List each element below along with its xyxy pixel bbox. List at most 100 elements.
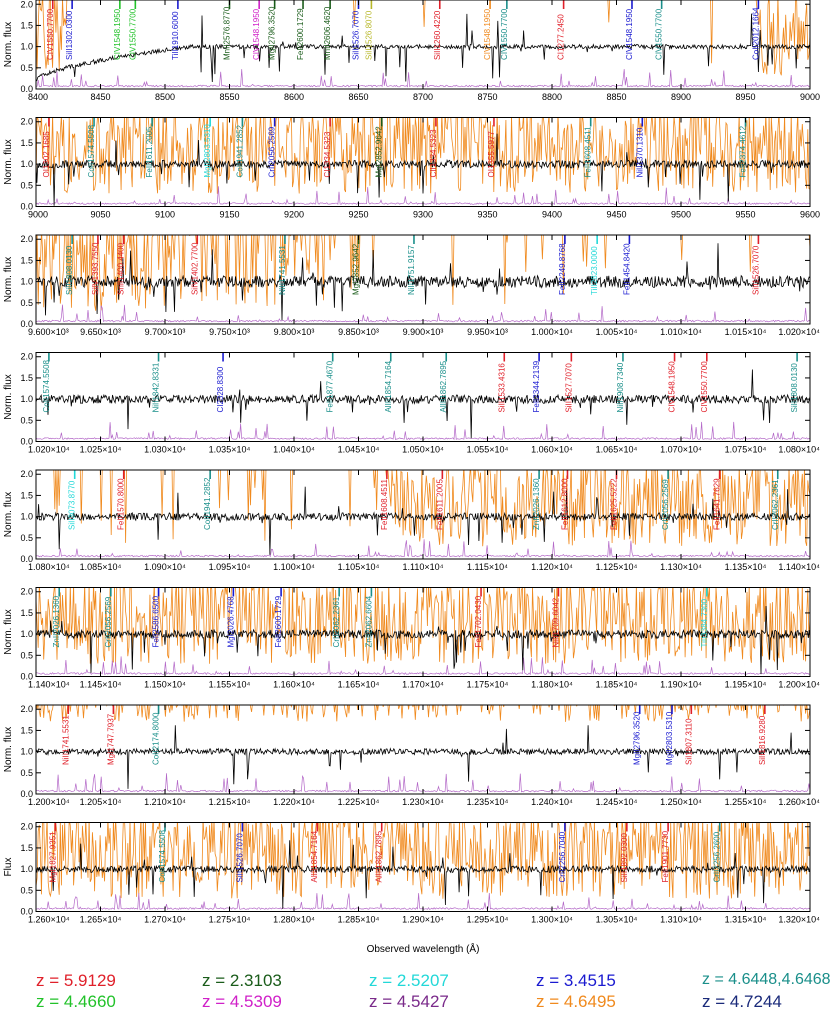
x-tick-label: 1.020×10⁴ <box>778 327 820 337</box>
y-tick-label: 2.0 <box>20 234 33 244</box>
x-tick-label: 1.025×10⁴ <box>80 445 122 455</box>
x-tick-label: 1.170×10⁴ <box>402 680 444 690</box>
x-tick-label: 1.015×10⁴ <box>725 327 767 337</box>
line-id-label: FeII1611.2005 <box>435 478 444 530</box>
y-axis-label: Norm. flux <box>3 374 14 420</box>
x-tick-label: 8700 <box>413 92 433 102</box>
panel-7: NiII1741.5531 MgI1747.7937 CoII2174.8000 Mg… <box>3 704 820 807</box>
line-id-label: CrII2056.2569 <box>104 596 113 647</box>
line-id-label: CrII2256.2600 <box>713 831 722 882</box>
line-id-label: SiII1302.0300 <box>65 10 74 60</box>
flux-spectrum-line <box>36 13 810 83</box>
x-tick-label: 8400 <box>28 92 48 102</box>
line-id-label: CIV1548.1950 <box>252 8 261 60</box>
line-id-label: SiII1526.7070 <box>235 833 244 883</box>
line-id-label: CrII2256.7040 <box>558 831 567 882</box>
y-tick-label: 1.5 <box>20 138 33 148</box>
x-tick-label: 1.270×10⁴ <box>144 915 186 925</box>
panel-3: SiII1808.0130 SiIV1393.7550 SnII1400.4400 S… <box>3 234 820 337</box>
x-tick-label: 1.140×10⁴ <box>28 680 70 690</box>
x-tick-label: 1.065×10⁴ <box>596 445 638 455</box>
x-tick-label: 1.030×10⁴ <box>144 445 186 455</box>
y-axis-label: Norm. flux <box>3 492 14 538</box>
x-tick-label: 9.950×10³ <box>467 327 508 337</box>
y-tick-label: 1.5 <box>20 255 33 265</box>
x-tick-label: 9.650×10³ <box>80 327 121 337</box>
x-tick-label: 1.070×10⁴ <box>660 445 702 455</box>
x-tick-label: 1.105×10⁴ <box>338 562 380 572</box>
y-tick-label: 0.0 <box>20 672 33 682</box>
legend-item: z = 4.5427 <box>369 992 449 1011</box>
line-id-label: ZnII2062.6604 <box>364 595 373 647</box>
line-id-label: AlIII1862.7895 <box>439 360 448 412</box>
line-id-label: CrII2056.2569 <box>268 126 277 177</box>
line-id-label: CoII2174.8000 <box>152 712 161 765</box>
x-tick-label: 1.160×10⁴ <box>273 680 315 690</box>
x-tick-label: 1.150×10⁴ <box>144 680 186 690</box>
x-tick-label: 1.175×10⁴ <box>467 680 509 690</box>
line-id-label: MgI1827.9351 <box>48 831 57 883</box>
x-tick-label: 8600 <box>284 92 304 102</box>
y-tick-label: 0.0 <box>20 789 33 799</box>
x-tick-label: 9.750×10³ <box>209 327 250 337</box>
panel-plot-area: CoII1574.5508 NiII1842.8331 CI2328.8300 FeI… <box>36 352 810 441</box>
x-tick-label: 1.215×10⁴ <box>209 797 251 807</box>
y-tick-label: 1.0 <box>20 864 33 874</box>
x-tick-label: 1.155×10⁴ <box>209 680 251 690</box>
x-tick-label: 1.290×10⁴ <box>402 915 444 925</box>
x-tick-label: 1.080×10⁴ <box>778 445 820 455</box>
y-tick-label: 0.5 <box>20 885 33 895</box>
y-tick-label: 1.5 <box>20 725 33 735</box>
line-id-label: NiII1908.7340 <box>616 362 625 412</box>
x-tick-label: 9.850×10³ <box>338 327 379 337</box>
line-id-label: CIV1550.7700 <box>700 361 709 413</box>
legend-item: z = 4.4660 <box>36 992 116 1011</box>
flux-spectrum-line <box>36 486 810 555</box>
panel-2: OI1302.1685 CoII1574.5508 FeII1611.2005 MgI… <box>3 117 820 220</box>
y-tick-label: 0.5 <box>20 180 33 190</box>
y-tick-label: 1.0 <box>20 159 33 169</box>
x-tick-label: 1.100×10⁴ <box>273 562 315 572</box>
x-tick-label: 1.095×10⁴ <box>209 562 251 572</box>
line-id-label: FeII2600.1729 <box>274 595 283 647</box>
x-tick-label: 1.050×10⁴ <box>402 445 444 455</box>
x-tick-label: 9.600×10³ <box>28 327 69 337</box>
line-id-label: AlIII1854.7164 <box>384 360 393 412</box>
panel-plot-area: MgI1827.9351 CoII1574.5508 SiII1526.7070 Al… <box>36 822 810 911</box>
y-tick-label: 2.0 <box>20 704 33 714</box>
x-tick-label: 1.180×10⁴ <box>531 680 573 690</box>
x-tick-label: 8800 <box>542 92 562 102</box>
x-tick-label: 8550 <box>219 92 239 102</box>
x-tick-label: 9350 <box>477 210 497 220</box>
x-tick-label: 9500 <box>671 210 691 220</box>
x-tick-label: 1.260×10⁴ <box>28 915 70 925</box>
panel-5: SiII3073.8770 FeII1570.8000 CoII1941.2852 F… <box>3 469 820 572</box>
line-id-label: SiII1816.9280 <box>758 715 767 765</box>
panel-6: ZnII2026.1360 CrII2056.2569 FeII2586.6500 M… <box>3 587 820 690</box>
line-id-label: MgI2026.4768 <box>226 596 235 648</box>
line-id-label: FeII2374.4612 <box>739 125 748 177</box>
x-tick-label: 1.265×10⁴ <box>80 915 122 925</box>
x-tick-label: 1.200×10⁴ <box>28 797 70 807</box>
x-tick-label: 1.310×10⁴ <box>660 915 702 925</box>
flux-spectrum-line <box>36 605 810 675</box>
line-id-label: SiII1526.7070 <box>751 245 760 295</box>
line-id-label: SiIV1393.7550 <box>91 242 100 295</box>
line-id-label: NiII1741.5531 <box>61 715 70 765</box>
x-tick-label: 1.320×10⁴ <box>778 915 820 925</box>
line-id-label: SiII1527.7070 <box>564 363 573 413</box>
panel-plot-area: OI1302.1685 CoII1574.5508 FeII1611.2005 MgI… <box>36 117 810 206</box>
x-tick-label: 9450 <box>606 210 626 220</box>
panel-1: CIV1550.7700 SiII1302.0300 CIV1548.1950 CIV… <box>3 0 820 102</box>
telluric-transmission-line <box>36 705 810 722</box>
x-tick-label: 1.220×10⁴ <box>273 797 315 807</box>
y-tick-label: 0.0 <box>20 554 33 564</box>
line-id-label: FeII1641.7629 <box>713 478 722 530</box>
x-tick-label: 9.800×10³ <box>274 327 315 337</box>
telluric-transmission-line <box>53 470 810 547</box>
line-id-label: NiII1370.1310 <box>635 127 644 177</box>
x-tick-label: 9600 <box>800 210 820 220</box>
legend-item: z = 3.4515 <box>536 971 616 990</box>
line-id-label: FeII2249.8768 <box>558 243 567 295</box>
y-tick-label: 0.0 <box>20 907 33 917</box>
